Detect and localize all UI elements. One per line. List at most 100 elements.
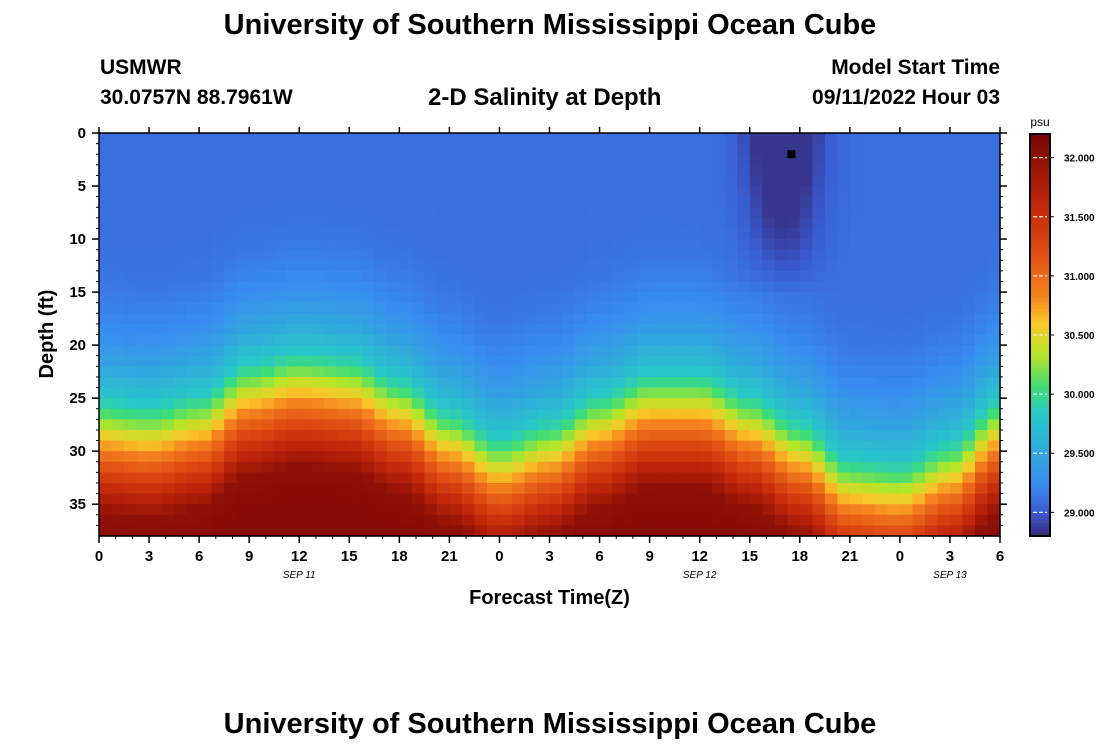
heatmap-cell: [536, 323, 551, 336]
heatmap-cell: [799, 313, 813, 325]
heatmap-cell: [912, 217, 926, 230]
heatmap-cell: [599, 154, 613, 166]
heatmap-cell: [837, 429, 851, 442]
heatmap-cell: [824, 196, 838, 208]
heatmap-cell: [974, 334, 989, 346]
heatmap-cell: [874, 270, 888, 283]
heatmap-cell: [174, 133, 188, 145]
heatmap-cell: [511, 461, 526, 473]
heatmap-cell: [624, 419, 638, 431]
heatmap-cell: [549, 376, 563, 389]
heatmap-cell: [424, 270, 438, 283]
heatmap-cell: [699, 461, 713, 473]
heatmap-cell: [324, 143, 338, 155]
heatmap-cell: [536, 461, 551, 473]
heatmap-cell: [899, 281, 913, 293]
heatmap-cell: [224, 249, 238, 261]
heatmap-cell: [199, 419, 213, 431]
heatmap-cell: [787, 461, 801, 473]
heatmap-cell: [161, 514, 175, 526]
heatmap-cell: [499, 270, 513, 283]
heatmap-cell: [587, 196, 601, 208]
heatmap-cell: [849, 387, 863, 399]
heatmap-cell: [849, 143, 863, 155]
heatmap-cell: [949, 186, 964, 198]
heatmap-cell: [474, 451, 488, 463]
heatmap-cell: [349, 472, 363, 484]
heatmap-cell: [837, 186, 851, 198]
heatmap-cell: [724, 164, 738, 177]
heatmap-cell: [724, 207, 738, 219]
heatmap-cell: [624, 154, 638, 166]
heatmap-cell: [874, 249, 888, 261]
heatmap-cell: [399, 387, 413, 399]
heatmap-cell: [762, 133, 776, 145]
heatmap-cell: [274, 143, 288, 155]
heatmap-cell: [199, 323, 213, 336]
heatmap-cell: [424, 451, 438, 463]
x-tick-label: 3: [545, 548, 553, 565]
heatmap-cell: [424, 355, 438, 367]
heatmap-cell: [436, 514, 450, 526]
heatmap-cell: [837, 440, 851, 452]
heatmap-cell: [624, 281, 638, 293]
heatmap-cell: [949, 239, 964, 251]
heatmap-cell: [699, 239, 713, 251]
heatmap-cell: [949, 228, 964, 240]
heatmap-cell: [937, 281, 951, 293]
heatmap-cell: [499, 260, 513, 272]
heatmap-cell: [286, 429, 300, 442]
heatmap-cell: [286, 260, 300, 272]
heatmap-cell: [511, 302, 526, 314]
heatmap-cell: [261, 387, 275, 399]
heatmap-cell: [411, 186, 425, 198]
heatmap-cell: [136, 398, 150, 410]
heatmap-cell: [386, 260, 400, 272]
heatmap-cell: [737, 239, 751, 251]
colorbar-segment: [1030, 378, 1050, 383]
heatmap-cell: [249, 239, 263, 251]
heatmap-cell: [374, 175, 388, 187]
heatmap-cell: [274, 239, 288, 251]
heatmap-cell: [174, 196, 188, 208]
heatmap-cell: [649, 133, 663, 145]
heatmap-cell: [749, 239, 763, 251]
heatmap-cell: [737, 143, 751, 155]
heatmap-cell: [386, 514, 400, 526]
heatmap-cell: [524, 207, 538, 219]
heatmap-cell: [749, 292, 763, 304]
heatmap-cell: [574, 154, 588, 166]
heatmap-cell: [562, 429, 576, 442]
colorbar-segment: [1030, 294, 1050, 299]
heatmap-cell: [336, 345, 350, 357]
heatmap-cell: [737, 228, 751, 240]
heatmap-cell: [161, 408, 175, 420]
heatmap-cell: [374, 281, 388, 293]
heatmap-cell: [486, 429, 501, 442]
heatmap-cell: [449, 345, 463, 357]
footer-title: University of Southern Mississippi Ocean…: [223, 708, 877, 740]
heatmap-cell: [136, 525, 150, 537]
heatmap-cell: [324, 249, 338, 261]
heatmap-cell: [687, 239, 701, 251]
heatmap-cell: [812, 133, 826, 145]
heatmap-cell: [211, 525, 225, 537]
heatmap-cell: [649, 313, 663, 325]
heatmap-cell: [411, 302, 425, 314]
heatmap-cell: [499, 175, 513, 187]
heatmap-cell: [874, 525, 888, 537]
heatmap-cell: [549, 207, 563, 219]
heatmap-cell: [99, 504, 113, 516]
heatmap-cell: [474, 419, 488, 431]
heatmap-cell: [299, 196, 313, 208]
heatmap-cell: [624, 313, 638, 325]
heatmap-cell: [249, 323, 263, 336]
heatmap-cell: [774, 196, 788, 208]
heatmap-cell: [99, 493, 113, 505]
heatmap-cell: [111, 504, 125, 516]
heatmap-cell: [186, 186, 200, 198]
heatmap-cell: [899, 217, 913, 230]
heatmap-cell: [161, 313, 175, 325]
heatmap-cell: [949, 302, 964, 314]
model-start-label: Model Start Time: [831, 56, 1000, 79]
